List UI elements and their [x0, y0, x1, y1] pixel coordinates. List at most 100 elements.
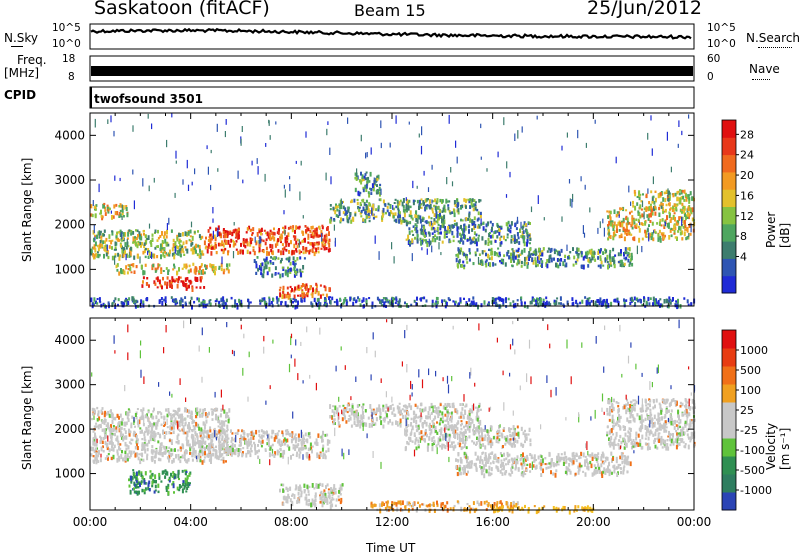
heat-cell: [457, 208, 459, 212]
heat-cell: [172, 268, 174, 270]
heat-cell: [336, 498, 338, 501]
heat-cell: [281, 233, 283, 237]
heat-cell: [227, 267, 229, 269]
heat-cell: [673, 225, 675, 230]
heat-cell: [300, 272, 302, 277]
heat-cell: [272, 444, 274, 447]
heat-cell: [126, 207, 128, 211]
heat-cell: [478, 211, 480, 215]
heat-cell: [228, 269, 230, 273]
heat-cell: [94, 426, 96, 428]
heat-cell: [269, 244, 271, 248]
heat-cell: [419, 408, 421, 412]
heat-cell: [111, 413, 113, 418]
heat-cell: [171, 427, 173, 430]
heat-cell: [241, 139, 242, 146]
heat-cell: [142, 459, 144, 462]
heat-cell: [185, 277, 187, 282]
heat-cell: [122, 205, 123, 211]
heat-cell: [164, 281, 166, 285]
heat-cell: [508, 298, 510, 301]
heat-cell: [261, 299, 263, 302]
heat-cell: [157, 276, 159, 280]
heat-cell: [335, 238, 336, 243]
heat-cell: [123, 458, 125, 462]
heat-cell: [558, 259, 560, 262]
heat-cell: [315, 289, 317, 292]
heat-cell: [178, 276, 180, 280]
heat-cell: [600, 258, 602, 261]
heat-cell: [223, 228, 225, 231]
heat-cell: [496, 304, 498, 307]
heat-cell: [173, 426, 175, 430]
heat-cell: [320, 492, 322, 494]
heat-cell: [285, 249, 287, 252]
heat-cell: [152, 234, 154, 237]
heat-cell: [309, 230, 311, 233]
heat-cell: [471, 228, 473, 232]
heat-cell: [455, 408, 457, 411]
heat-cell: [321, 225, 323, 227]
heat-cell: [96, 302, 98, 305]
heat-cell: [403, 405, 405, 407]
heat-cell: [623, 218, 625, 222]
heat-cell: [671, 234, 673, 237]
heat-cell: [103, 234, 105, 237]
heat-cell: [328, 496, 330, 498]
heat-cell: [302, 283, 304, 287]
heat-cell: [675, 207, 677, 211]
heat-cell: [261, 435, 263, 440]
heat-cell: [196, 460, 198, 462]
heat-cell: [417, 200, 419, 204]
heat-cell: [102, 441, 104, 444]
heat-cell: [373, 410, 375, 414]
heat-cell: [508, 228, 510, 232]
heat-cell: [317, 298, 319, 302]
heat-cell: [135, 446, 137, 450]
heat-cell: [491, 256, 493, 260]
heat-cell: [192, 287, 194, 292]
heat-cell: [128, 264, 130, 266]
heat-cell: [282, 273, 284, 277]
heat-cell: [120, 178, 121, 181]
heat-cell: [469, 248, 471, 252]
heat-cell: [202, 460, 204, 465]
heat-cell: [619, 214, 620, 218]
heat-cell: [99, 230, 100, 238]
heat-cell: [559, 262, 561, 266]
heat-cell: [180, 446, 182, 449]
heat-cell: [195, 244, 197, 249]
heat-cell: [160, 270, 162, 274]
heat-cell: [136, 472, 138, 477]
heat-cell: [103, 437, 105, 440]
heat-cell: [160, 443, 162, 448]
heat-cell: [485, 253, 487, 257]
heat-cell: [327, 121, 328, 125]
heat-cell: [260, 300, 262, 303]
heat-cell: [160, 448, 162, 452]
heat-cell: [264, 230, 266, 232]
heat-cell: [658, 207, 660, 210]
heat-cell: [132, 170, 133, 175]
heat-cell: [344, 297, 346, 300]
heat-cell: [179, 430, 181, 432]
heat-cell: [119, 443, 121, 446]
heat-cell: [475, 254, 477, 257]
heat-cell: [175, 151, 176, 159]
heat-cell: [644, 221, 646, 226]
heat-cell: [438, 242, 439, 249]
heat-cell: [257, 268, 259, 272]
heat-cell: [312, 499, 314, 502]
heat-cell: [120, 454, 122, 459]
heat-cell: [100, 210, 102, 215]
heat-cell: [168, 447, 170, 449]
heat-cell: [650, 204, 652, 206]
heat-cell: [219, 441, 221, 444]
heat-cell: [467, 239, 469, 242]
heat-cell: [196, 433, 198, 437]
heat-cell: [238, 171, 239, 179]
heat-cell: [417, 234, 419, 236]
heat-cell: [167, 276, 169, 279]
heat-cell: [181, 485, 183, 488]
heat-cell: [643, 299, 645, 303]
